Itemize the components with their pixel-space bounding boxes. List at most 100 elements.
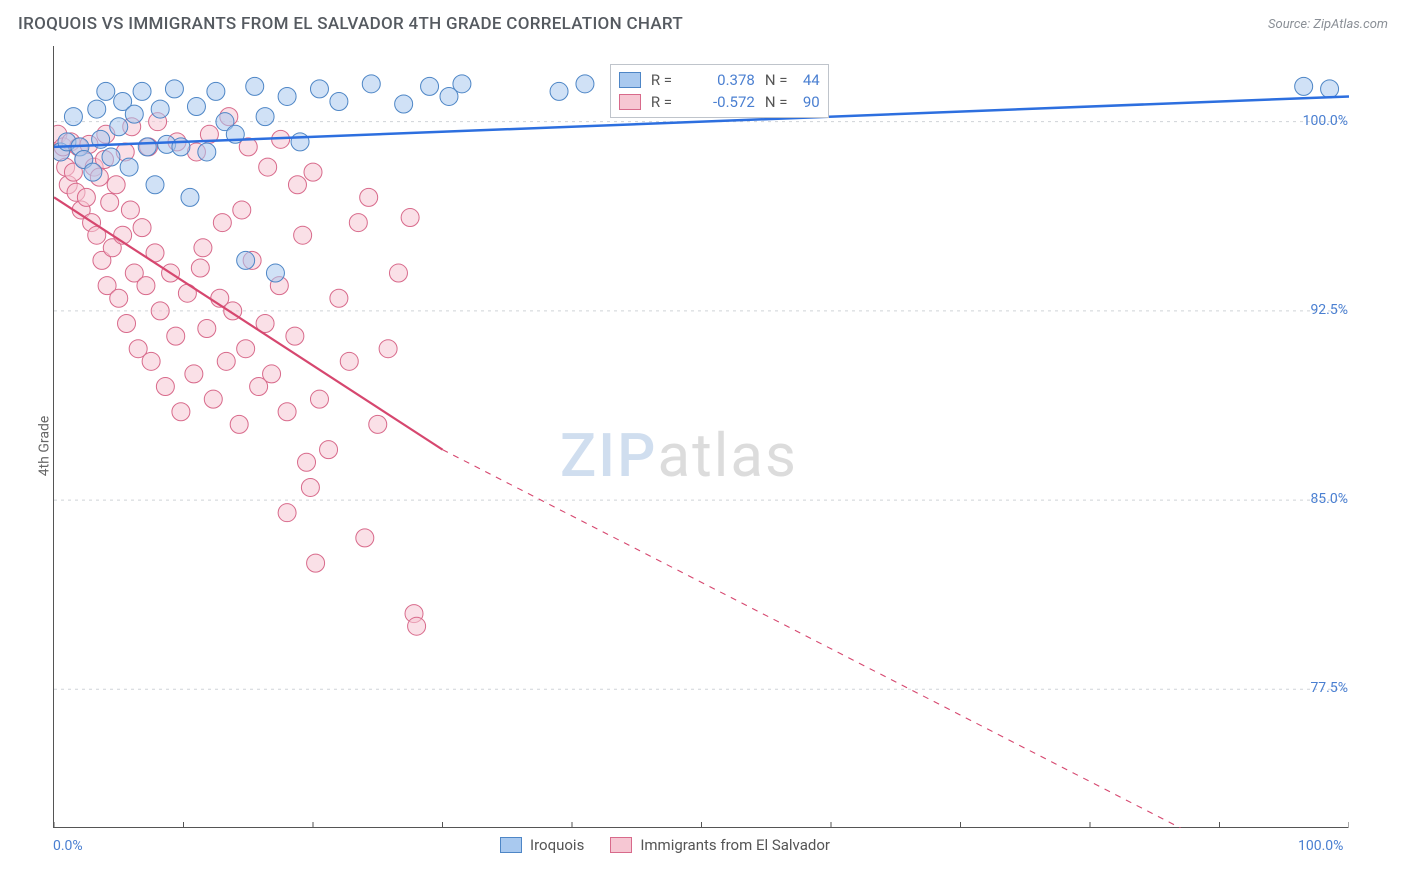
legend-label-elsalvador: Immigrants from El Salvador bbox=[640, 836, 830, 854]
data-point bbox=[151, 100, 169, 118]
data-point bbox=[77, 188, 95, 206]
data-point bbox=[102, 148, 120, 166]
data-point bbox=[167, 327, 185, 345]
data-point bbox=[395, 95, 413, 113]
data-point bbox=[230, 415, 248, 433]
plot-svg bbox=[54, 46, 1349, 828]
data-point bbox=[379, 340, 397, 358]
legend-label-iroquois: Iroquois bbox=[530, 836, 584, 854]
data-point bbox=[330, 92, 348, 110]
ytick-label: 85.0% bbox=[1288, 491, 1348, 507]
stats-R-label: R = bbox=[651, 69, 679, 91]
data-point bbox=[266, 264, 284, 282]
data-point bbox=[121, 201, 139, 219]
data-point bbox=[360, 188, 378, 206]
stats-R-value: -0.572 bbox=[689, 91, 755, 113]
data-point bbox=[198, 320, 216, 338]
series-immigrants-from-el-salvador bbox=[54, 108, 426, 636]
stats-swatch bbox=[619, 94, 641, 110]
stats-N-label: N = bbox=[765, 91, 793, 113]
trendline-elsalvador-dash bbox=[443, 450, 1181, 828]
data-point bbox=[165, 80, 183, 98]
data-point bbox=[151, 302, 169, 320]
xtick-label: 100.0% bbox=[1298, 838, 1343, 854]
data-point bbox=[401, 209, 419, 227]
data-point bbox=[550, 82, 568, 100]
data-point bbox=[142, 352, 160, 370]
data-point bbox=[156, 378, 174, 396]
ytick-label: 100.0% bbox=[1288, 113, 1348, 129]
data-point bbox=[137, 277, 155, 295]
data-point bbox=[110, 289, 128, 307]
data-point bbox=[97, 82, 115, 100]
data-point bbox=[217, 352, 235, 370]
data-point bbox=[1295, 77, 1313, 95]
y-axis-label: 4th Grade bbox=[36, 416, 52, 477]
data-point bbox=[330, 289, 348, 307]
data-point bbox=[256, 108, 274, 126]
ytick-label: 92.5% bbox=[1288, 302, 1348, 318]
data-point bbox=[298, 453, 316, 471]
data-point bbox=[301, 478, 319, 496]
data-point bbox=[320, 441, 338, 459]
data-point bbox=[349, 214, 367, 232]
data-point bbox=[369, 415, 387, 433]
data-point bbox=[181, 188, 199, 206]
data-point bbox=[233, 201, 251, 219]
data-point bbox=[198, 143, 216, 161]
data-point bbox=[362, 75, 380, 93]
data-point bbox=[286, 327, 304, 345]
data-point bbox=[125, 105, 143, 123]
stats-N-value: 90 bbox=[803, 91, 820, 113]
stats-N-label: N = bbox=[765, 69, 793, 91]
legend-item-elsalvador: Immigrants from El Salvador bbox=[610, 836, 830, 854]
data-point bbox=[191, 259, 209, 277]
stats-row: R = 0.378 N = 44 bbox=[619, 69, 820, 91]
ytick-label: 77.5% bbox=[1288, 680, 1348, 696]
data-point bbox=[133, 219, 151, 237]
data-point bbox=[278, 403, 296, 421]
data-point bbox=[263, 365, 281, 383]
data-point bbox=[84, 163, 102, 181]
data-point bbox=[185, 365, 203, 383]
trendline-elsalvador-solid bbox=[54, 197, 443, 449]
data-point bbox=[340, 352, 358, 370]
data-point bbox=[310, 390, 328, 408]
data-point bbox=[187, 98, 205, 116]
data-point bbox=[246, 77, 264, 95]
data-point bbox=[278, 504, 296, 522]
data-point bbox=[204, 390, 222, 408]
data-point bbox=[133, 82, 151, 100]
chart-title: IROQUOIS VS IMMIGRANTS FROM EL SALVADOR … bbox=[18, 14, 683, 34]
data-point bbox=[307, 554, 325, 572]
stats-R-label: R = bbox=[651, 91, 679, 113]
data-point bbox=[421, 77, 439, 95]
data-point bbox=[101, 193, 119, 211]
scatter-plot bbox=[53, 46, 1348, 828]
data-point bbox=[304, 163, 322, 181]
xtick-label: 0.0% bbox=[53, 838, 83, 854]
data-point bbox=[291, 133, 309, 151]
data-point bbox=[120, 158, 138, 176]
series-legend: Iroquois Immigrants from El Salvador bbox=[500, 836, 830, 854]
data-point bbox=[64, 108, 82, 126]
data-point bbox=[408, 617, 426, 635]
data-point bbox=[194, 239, 212, 257]
stats-N-value: 44 bbox=[803, 69, 820, 91]
stats-row: R = -0.572 N = 90 bbox=[619, 91, 820, 113]
data-point bbox=[88, 100, 106, 118]
data-point bbox=[294, 226, 312, 244]
data-point bbox=[172, 403, 190, 421]
data-point bbox=[207, 82, 225, 100]
data-point bbox=[237, 251, 255, 269]
data-point bbox=[288, 176, 306, 194]
stats-R-value: 0.378 bbox=[689, 69, 755, 91]
data-point bbox=[356, 529, 374, 547]
data-point bbox=[453, 75, 471, 93]
data-point bbox=[389, 264, 407, 282]
stats-legend: R = 0.378 N = 44 R = -0.572 N = 90 bbox=[610, 64, 829, 118]
legend-swatch-iroquois bbox=[500, 837, 522, 853]
data-point bbox=[237, 340, 255, 358]
legend-item-iroquois: Iroquois bbox=[500, 836, 584, 854]
data-point bbox=[576, 75, 594, 93]
